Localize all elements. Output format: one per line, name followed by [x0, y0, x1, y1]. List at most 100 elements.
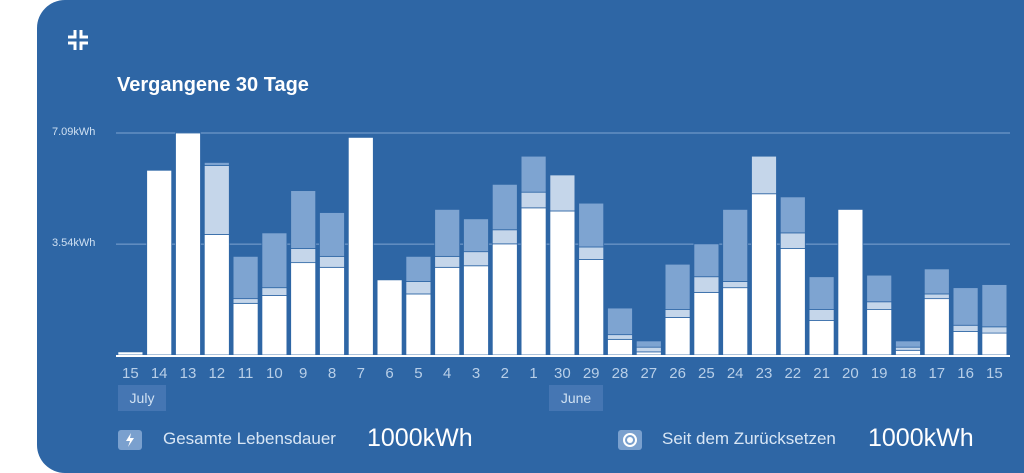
x-tick-label: 6	[385, 365, 393, 382]
bar-segment[interactable]	[751, 155, 777, 195]
bar-segment[interactable]	[232, 302, 259, 356]
bar-segment[interactable]	[520, 155, 547, 193]
x-tick-label: 8	[328, 365, 336, 382]
bar-segment[interactable]	[463, 251, 489, 267]
x-tick-label: 17	[928, 365, 945, 382]
bar-segment[interactable]	[607, 307, 633, 336]
bar-segment[interactable]	[290, 248, 317, 264]
bar-segment[interactable]	[808, 320, 835, 356]
bar-segment[interactable]	[981, 332, 1008, 356]
bar-segment[interactable]	[607, 334, 633, 340]
bar-segment[interactable]	[866, 274, 893, 303]
y-tick-label-top: 7.09kWh	[52, 126, 96, 138]
bar-segment[interactable]	[693, 291, 720, 356]
bar-segment[interactable]	[635, 346, 662, 353]
x-tick-label: 20	[842, 365, 859, 382]
bar-segment[interactable]	[491, 243, 518, 356]
bar-segment[interactable]	[607, 338, 633, 356]
bar-segment[interactable]	[261, 287, 288, 296]
bar-segment[interactable]	[405, 293, 432, 356]
bar-segment[interactable]	[751, 193, 777, 356]
lifetime-value: 1000kWh	[367, 424, 473, 452]
bar-segment[interactable]	[664, 309, 691, 318]
bar-segment[interactable]	[866, 301, 893, 310]
bar-segment[interactable]	[232, 255, 259, 300]
collapse-icon[interactable]	[66, 28, 90, 52]
bar-segment[interactable]	[117, 351, 144, 356]
bar-segment[interactable]	[722, 281, 749, 289]
bar-segment[interactable]	[895, 346, 921, 351]
bar-segment[interactable]	[895, 340, 921, 348]
bar-segment[interactable]	[261, 295, 288, 356]
bar-segment[interactable]	[175, 132, 201, 356]
bar-segment[interactable]	[520, 207, 547, 356]
bar-segment[interactable]	[578, 202, 605, 248]
bar-segment[interactable]	[895, 349, 921, 356]
x-tick-label: 29	[583, 365, 600, 382]
bar-segment[interactable]	[635, 351, 662, 356]
bar-segment[interactable]	[520, 191, 547, 209]
bar-segment[interactable]	[203, 234, 230, 356]
bar-segment[interactable]	[290, 262, 317, 356]
x-tick-label: 15	[986, 365, 1003, 382]
bar-segment[interactable]	[952, 331, 979, 356]
bar-segment[interactable]	[664, 317, 691, 356]
bar-segment[interactable]	[203, 165, 230, 235]
bar-segment[interactable]	[463, 265, 489, 356]
bar-segment[interactable]	[808, 276, 835, 310]
bar-segment[interactable]	[434, 209, 461, 257]
x-tick-label: 7	[357, 365, 365, 382]
lifetime-label: Gesamte Lebensdauer	[163, 429, 336, 448]
x-tick-label: 5	[414, 365, 422, 382]
bar-segment[interactable]	[347, 136, 374, 356]
bar-segment[interactable]	[549, 174, 576, 212]
bar-segment[interactable]	[981, 326, 1008, 334]
bar-segment[interactable]	[290, 190, 317, 249]
bar-segment[interactable]	[722, 287, 749, 356]
bar-segment[interactable]	[319, 266, 345, 356]
month-label-july: July	[118, 385, 166, 411]
bar-segment[interactable]	[779, 232, 806, 249]
bar-segment[interactable]	[578, 259, 605, 356]
bar-segment[interactable]	[779, 248, 806, 356]
bar-segment[interactable]	[232, 298, 259, 304]
bar-segment[interactable]	[463, 218, 489, 253]
bar-segment[interactable]	[319, 212, 345, 257]
bar-segment[interactable]	[549, 210, 576, 356]
bar-segment[interactable]	[434, 255, 461, 268]
bar-segment[interactable]	[635, 340, 662, 348]
bar-segment[interactable]	[146, 169, 173, 356]
bar-segment[interactable]	[578, 246, 605, 260]
bar-segment[interactable]	[405, 255, 432, 282]
x-tick-label: 2	[501, 365, 509, 382]
bar-segment[interactable]	[491, 229, 518, 245]
bar-segment[interactable]	[693, 276, 720, 293]
bar-segment[interactable]	[952, 324, 979, 332]
bar-segment[interactable]	[808, 309, 835, 321]
bar-segment[interactable]	[952, 287, 979, 326]
bar-segment[interactable]	[923, 293, 950, 300]
bar-segment[interactable]	[923, 298, 950, 356]
bar-segment[interactable]	[376, 279, 403, 356]
bar-segment[interactable]	[693, 243, 720, 278]
x-tick-label: 4	[443, 365, 451, 382]
bar-segment[interactable]	[981, 284, 1008, 328]
since-reset-value: 1000kWh	[868, 424, 974, 452]
bar-segment[interactable]	[837, 209, 864, 356]
since-reset-label: Seit dem Zurücksetzen	[662, 429, 836, 448]
bar-segment[interactable]	[405, 281, 432, 295]
bar-segment[interactable]	[319, 255, 345, 268]
bar-segment[interactable]	[434, 266, 461, 356]
bar-segment[interactable]	[664, 263, 691, 310]
x-tick-label: 19	[871, 365, 888, 382]
bar-segment[interactable]	[491, 183, 518, 231]
bar-segment[interactable]	[866, 309, 893, 356]
bar-segment[interactable]	[923, 268, 950, 295]
bar-segment[interactable]	[722, 209, 749, 282]
x-tick-label: 26	[669, 365, 686, 382]
bar-segment[interactable]	[203, 162, 230, 166]
bar-segment[interactable]	[261, 232, 288, 289]
x-tick-label: 10	[266, 365, 283, 382]
bar-segment[interactable]	[779, 196, 806, 234]
x-tick-label: 28	[612, 365, 629, 382]
